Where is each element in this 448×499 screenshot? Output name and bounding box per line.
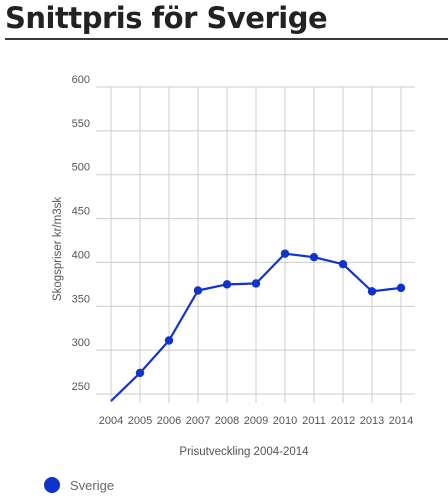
- y-tick-label: 250: [72, 381, 90, 393]
- legend-label: Sverige: [70, 477, 115, 493]
- y-tick-label: 500: [72, 162, 90, 174]
- x-tick-label: 2004: [99, 415, 123, 427]
- data-point[interactable]: [367, 287, 377, 296]
- y-axis-ticks: 250 300 350 400 450 500 550 600: [72, 74, 90, 393]
- y-tick-label: 350: [72, 293, 90, 305]
- data-point[interactable]: [135, 368, 145, 378]
- data-point[interactable]: [396, 283, 406, 293]
- y-tick-label: 550: [72, 118, 90, 130]
- data-point[interactable]: [222, 280, 232, 289]
- y-tick-label: 450: [72, 206, 90, 218]
- x-tick-label: 2006: [157, 415, 181, 427]
- x-tick-label: 2005: [128, 415, 152, 427]
- x-tick-label: 2013: [360, 415, 384, 427]
- legend-marker-icon: [44, 477, 60, 493]
- title-divider: [5, 38, 448, 40]
- x-tick-label: 2012: [331, 415, 355, 427]
- y-tick-label: 600: [72, 74, 90, 86]
- data-point[interactable]: [338, 259, 348, 269]
- x-tick-label: 2009: [244, 415, 268, 427]
- x-axis-ticks: 2004 2005 2006 2007 2008 2009 2010 2011 2012 2013…: [99, 415, 413, 427]
- data-point[interactable]: [164, 336, 174, 345]
- series-sverige: [110, 249, 406, 402]
- x-tick-label: 2014: [389, 415, 413, 427]
- data-point[interactable]: [309, 252, 319, 262]
- x-axis-label: Prisutveckling 2004-2014: [179, 446, 309, 458]
- page-title: Snittpris för Sverige: [5, 1, 328, 35]
- y-tick-label: 300: [72, 337, 90, 349]
- y-axis-label: Skogspriser kr/m3sk: [52, 197, 64, 301]
- x-tick-label: 2007: [186, 415, 210, 427]
- data-point[interactable]: [193, 286, 203, 295]
- legend[interactable]: Sverige: [44, 476, 114, 494]
- data-point[interactable]: [251, 279, 261, 288]
- x-tick-label: 2008: [215, 415, 239, 427]
- x-tick-label: 2010: [273, 415, 297, 427]
- grid: [96, 86, 415, 403]
- x-tick-label: 2011: [302, 415, 326, 427]
- data-point[interactable]: [280, 249, 290, 258]
- y-tick-label: 400: [72, 249, 90, 261]
